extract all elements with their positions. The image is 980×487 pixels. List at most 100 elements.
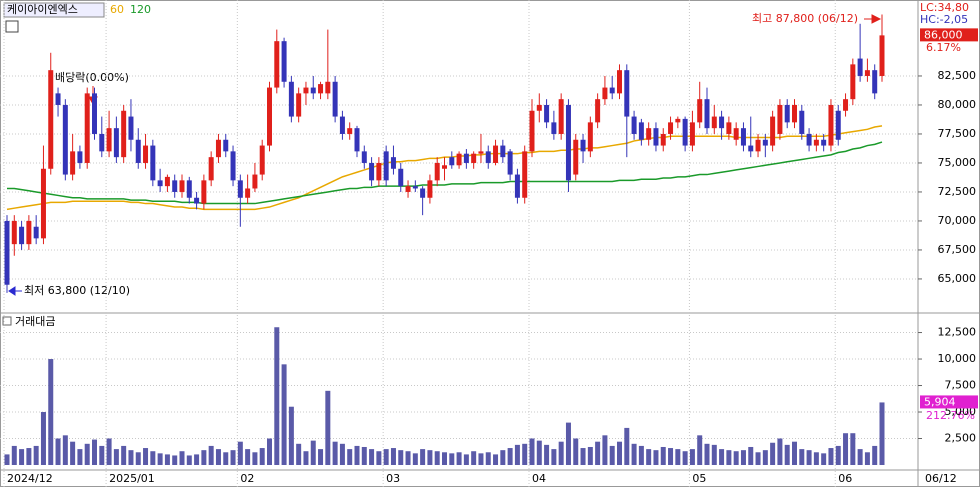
candle-body bbox=[259, 145, 265, 175]
volume-bar bbox=[544, 444, 550, 465]
volume-bar bbox=[595, 441, 601, 465]
candle-body bbox=[296, 93, 302, 117]
volume-bar bbox=[288, 406, 294, 465]
candle-body bbox=[843, 99, 849, 111]
candle-body bbox=[689, 122, 695, 146]
volume-bar bbox=[215, 449, 221, 465]
candle-body bbox=[274, 41, 280, 88]
candle-body bbox=[478, 151, 484, 154]
volume-bar bbox=[281, 364, 287, 465]
ex-dividend-note: 배당락(0.00%) bbox=[55, 71, 129, 84]
volume-bar bbox=[565, 422, 571, 465]
candle-body bbox=[376, 162, 382, 181]
volume-bar bbox=[383, 449, 389, 465]
volume-bar bbox=[40, 412, 46, 465]
candle-body bbox=[711, 116, 717, 129]
volume-bar bbox=[186, 455, 192, 465]
volume-bar bbox=[245, 449, 251, 465]
volume-bar bbox=[361, 446, 367, 465]
candle-body bbox=[493, 145, 499, 163]
volume-bar bbox=[770, 442, 776, 465]
volume-bar bbox=[529, 438, 535, 465]
volume-bar bbox=[55, 438, 61, 465]
candle-body bbox=[19, 226, 25, 245]
volume-bar bbox=[201, 450, 207, 465]
candle-body bbox=[719, 116, 725, 129]
volume-bar bbox=[573, 438, 579, 465]
candle-body bbox=[347, 128, 353, 134]
volume-bar bbox=[493, 454, 499, 465]
volume-bar bbox=[310, 440, 316, 465]
volume-bar bbox=[113, 449, 119, 465]
candle-body bbox=[420, 188, 426, 198]
volume-bar bbox=[762, 450, 768, 465]
volume-bar bbox=[237, 441, 243, 465]
ma120-legend: 120 bbox=[130, 3, 151, 16]
x-tick-label: 2025/01 bbox=[109, 472, 155, 485]
candle-body bbox=[194, 197, 200, 204]
volume-bar bbox=[478, 453, 484, 465]
candle-body bbox=[361, 151, 367, 163]
x-tick-label: 03 bbox=[386, 472, 400, 485]
volume-bar bbox=[77, 449, 83, 465]
hc-label: HC:-2,05 bbox=[920, 13, 968, 26]
candle-body bbox=[332, 81, 338, 117]
candle-body bbox=[558, 99, 564, 134]
volume-bar bbox=[624, 427, 630, 465]
volume-bar bbox=[325, 390, 331, 465]
candle-body bbox=[77, 151, 83, 163]
candle-body bbox=[390, 157, 396, 169]
volume-bar bbox=[558, 441, 564, 465]
candle-body bbox=[770, 116, 776, 146]
candle-body bbox=[697, 99, 703, 123]
candle-body bbox=[48, 70, 54, 169]
candle-body bbox=[463, 153, 469, 163]
candle-body bbox=[121, 110, 127, 158]
candle-body bbox=[733, 128, 739, 140]
candle-body bbox=[806, 133, 812, 146]
volume-bar bbox=[806, 450, 812, 465]
candle-body bbox=[106, 128, 112, 152]
candle-body bbox=[617, 70, 622, 94]
table-icon[interactable] bbox=[5, 20, 19, 33]
candle-body bbox=[62, 104, 68, 175]
candle-body bbox=[792, 104, 797, 123]
candle-body bbox=[318, 84, 324, 94]
volume-bar bbox=[106, 438, 112, 465]
candle-body bbox=[595, 99, 601, 123]
y-tick-label: 80,000 bbox=[938, 98, 977, 111]
candle-body bbox=[485, 151, 491, 163]
volume-bar bbox=[62, 435, 68, 465]
volume-bar bbox=[369, 449, 375, 465]
moving-average bbox=[7, 141, 883, 205]
candle-body bbox=[471, 153, 477, 163]
volume-bar bbox=[536, 440, 542, 465]
last-price-box bbox=[920, 28, 978, 42]
candle-body bbox=[762, 139, 768, 146]
volume-bar bbox=[92, 439, 97, 465]
volume-bar bbox=[740, 450, 746, 465]
volume-bar bbox=[777, 438, 783, 465]
volume-bar bbox=[675, 449, 681, 465]
candle-body bbox=[150, 145, 156, 181]
candle-body bbox=[84, 93, 90, 163]
volume-bar bbox=[318, 449, 324, 465]
candle-body bbox=[223, 139, 229, 152]
candle-body bbox=[660, 133, 666, 146]
volume-bar bbox=[799, 449, 805, 465]
high-note: 최고 87,800 (06/12) bbox=[752, 12, 858, 25]
candle-body bbox=[580, 139, 586, 152]
candle-body bbox=[682, 118, 688, 146]
volume-bar bbox=[682, 451, 688, 465]
y-tick-label: 2,500 bbox=[945, 432, 977, 445]
volume-bar bbox=[631, 443, 637, 465]
volume-bar bbox=[587, 446, 593, 465]
volume-bar bbox=[617, 441, 622, 465]
panel-icon[interactable] bbox=[2, 316, 12, 326]
volume-bar bbox=[223, 452, 229, 465]
volume-bar bbox=[514, 444, 520, 465]
candle-body bbox=[799, 110, 805, 134]
volume-bar bbox=[463, 454, 469, 465]
volume-bar bbox=[784, 444, 790, 465]
